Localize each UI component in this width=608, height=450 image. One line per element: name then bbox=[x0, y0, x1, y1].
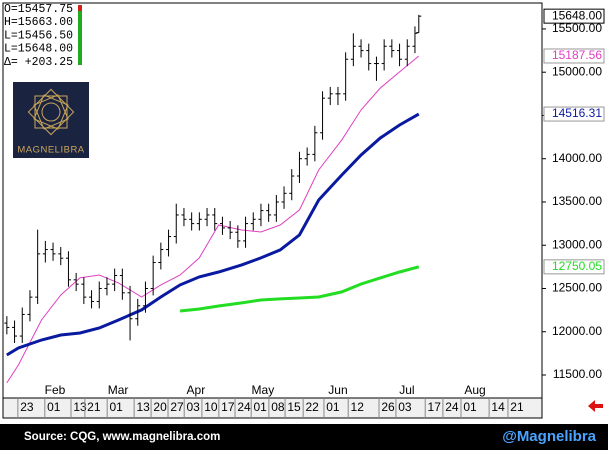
moving-average bbox=[6, 55, 420, 384]
x-tick-label: 13 bbox=[73, 400, 87, 414]
moving-average bbox=[6, 112, 420, 357]
x-tick-label: 10 bbox=[204, 400, 218, 414]
y-tick-label: 13500.00 bbox=[552, 194, 602, 208]
y-tick-label: 13000.00 bbox=[552, 237, 602, 251]
month-label: Jun bbox=[328, 383, 347, 397]
y-tick-label: 15000.00 bbox=[552, 64, 602, 78]
month-label: Apr bbox=[187, 383, 206, 397]
y-tick-label: 11500.00 bbox=[553, 367, 602, 381]
last-value-label: 14516.31 bbox=[552, 106, 602, 120]
y-tick-label: 12000.00 bbox=[552, 324, 602, 338]
x-tick-label: 17 bbox=[428, 400, 442, 414]
x-tick-label: 14 bbox=[491, 400, 505, 414]
logo: MAGNELIBRA bbox=[13, 82, 89, 158]
month-label: Mar bbox=[108, 383, 129, 397]
x-tick-label: 26 bbox=[381, 400, 395, 414]
logo-text: MAGNELIBRA bbox=[17, 145, 84, 156]
last-value-label: 12750.05 bbox=[552, 259, 602, 273]
logo-star bbox=[27, 88, 75, 136]
x-tick-label: 01 bbox=[47, 400, 61, 414]
scroll-arrow[interactable] bbox=[588, 400, 603, 412]
y-tick-label: 14000.00 bbox=[552, 151, 602, 165]
last-close-box bbox=[543, 8, 605, 24]
info-line: H=15663.00 bbox=[4, 16, 73, 29]
month-label: Aug bbox=[464, 383, 485, 397]
last-value-box bbox=[543, 259, 605, 275]
x-tick-label: 01 bbox=[463, 400, 477, 414]
x-tick-label: 08 bbox=[271, 400, 285, 414]
x-tick-label: 01 bbox=[326, 400, 340, 414]
x-tick-label: 22 bbox=[305, 400, 319, 414]
footer bbox=[0, 424, 608, 450]
indicator-top bbox=[78, 5, 82, 11]
x-tick-label: 01 bbox=[110, 400, 124, 414]
x-axis-strip bbox=[2, 397, 543, 419]
y-tick-label: 12500.00 bbox=[552, 281, 602, 295]
y-tick-label: 15500.00 bbox=[552, 21, 602, 35]
x-tick-label: 12 bbox=[351, 400, 365, 414]
logo-bg bbox=[13, 82, 89, 158]
last-value-box bbox=[543, 48, 605, 64]
last-close-label: 15648.00 bbox=[552, 8, 602, 22]
info-line: L=15456.50 bbox=[4, 29, 73, 42]
source: Source: CQG, www.magnelibra.com bbox=[24, 431, 220, 443]
x-tick-label: 23 bbox=[20, 400, 34, 414]
info-line: O=15457.75 bbox=[4, 3, 73, 16]
x-tick-label: 21 bbox=[87, 400, 101, 414]
month-label: Jul bbox=[399, 383, 414, 397]
month-label: Feb bbox=[45, 383, 66, 397]
info-line: L=15648.00 bbox=[4, 43, 73, 56]
x-tick-label: 21 bbox=[510, 400, 524, 414]
month-label: May bbox=[252, 383, 275, 397]
x-tick-label: 24 bbox=[237, 400, 251, 414]
x-tick-label: 13 bbox=[136, 400, 150, 414]
x-tick-label: 17 bbox=[221, 400, 235, 414]
x-tick-label: 15 bbox=[287, 400, 301, 414]
x-tick-label: 03 bbox=[398, 400, 412, 414]
last-value-box bbox=[543, 106, 605, 122]
handle: @Magnelibra bbox=[502, 428, 596, 445]
x-tick-label: 27 bbox=[170, 400, 184, 414]
x-tick-label: 24 bbox=[445, 400, 459, 414]
info-line: Δ= +203.25 bbox=[4, 56, 73, 69]
x-tick-label: 01 bbox=[254, 400, 268, 414]
x-tick-label: 03 bbox=[187, 400, 201, 414]
indicator-bar bbox=[78, 5, 82, 65]
x-tick-label: 20 bbox=[153, 400, 167, 414]
last-value-label: 15187.56 bbox=[552, 48, 602, 62]
moving-average bbox=[179, 265, 420, 313]
